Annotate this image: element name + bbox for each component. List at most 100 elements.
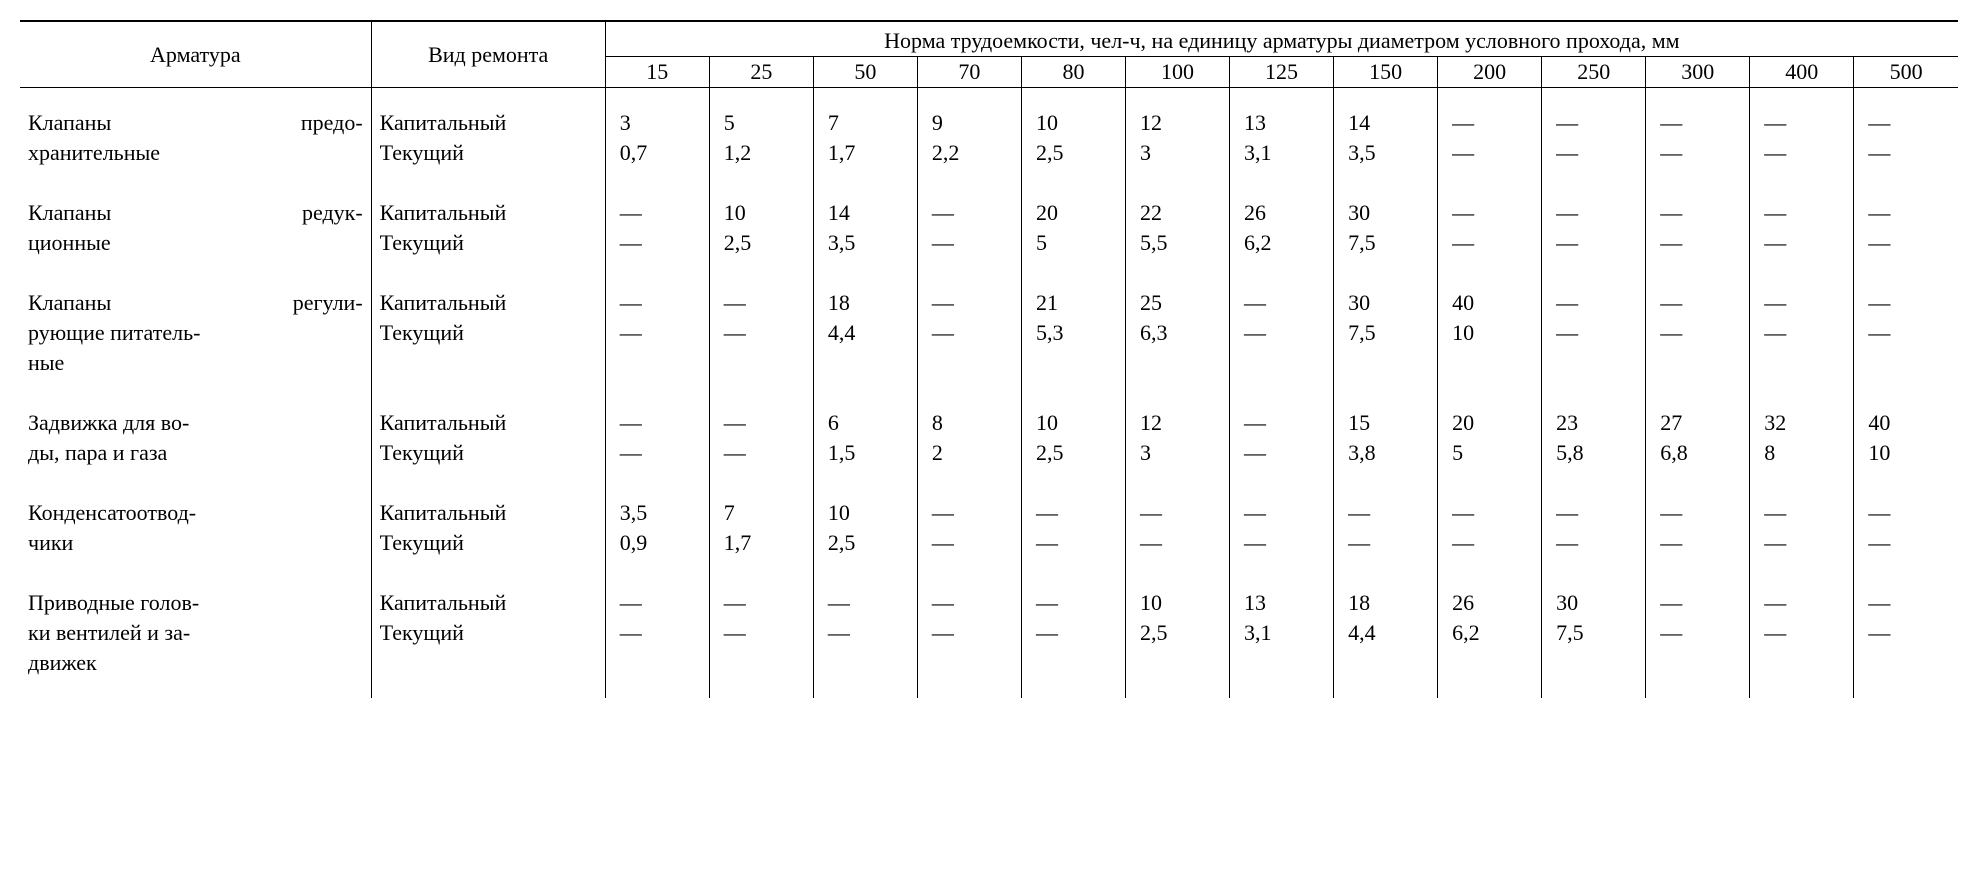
cell-current: 5,5 — [1125, 228, 1229, 258]
cell-empty — [1750, 88, 1854, 109]
cell-current: 2,2 — [917, 138, 1021, 168]
cell-current: — — [917, 228, 1021, 258]
header-norm-title: Норма трудоемкости, чел-ч, на единицу ар… — [605, 21, 1958, 57]
cell-current: 3,8 — [1334, 438, 1438, 468]
table-row: Клапаны редук-Капитальный—1014—20222630—… — [20, 198, 1958, 228]
cell-capital: 10 — [1021, 408, 1125, 438]
cell-empty — [1021, 378, 1125, 408]
cell-current: 1,7 — [813, 138, 917, 168]
cell-current: 10 — [1854, 438, 1958, 468]
cell-current: 5 — [1021, 228, 1125, 258]
cell-current: — — [1854, 528, 1958, 558]
cell-capital: 13 — [1230, 108, 1334, 138]
cell-current: — — [1646, 318, 1750, 348]
cell-empty — [1854, 678, 1958, 698]
cell-capital: 30 — [1334, 288, 1438, 318]
cell-capital: 6 — [813, 408, 917, 438]
cell-capital: 26 — [1438, 588, 1542, 618]
cell-empty — [1021, 348, 1125, 378]
cell-current: 7,5 — [1334, 228, 1438, 258]
cell-current: — — [709, 618, 813, 648]
cell-current: — — [1646, 528, 1750, 558]
cell-current: 0,9 — [605, 528, 709, 558]
cell-empty — [1334, 258, 1438, 288]
cell-current: — — [1542, 528, 1646, 558]
cell-current: — — [1230, 438, 1334, 468]
cell-current: 6,3 — [1125, 318, 1229, 348]
cell-empty — [1334, 88, 1438, 109]
cell-capital: 14 — [1334, 108, 1438, 138]
cell-current: 7,5 — [1542, 618, 1646, 648]
cell-empty — [1334, 678, 1438, 698]
cell-empty — [1021, 678, 1125, 698]
cell-current: — — [1542, 138, 1646, 168]
cell-capital: 10 — [709, 198, 813, 228]
cell-capital: 3,5 — [605, 498, 709, 528]
cell-current: — — [1125, 528, 1229, 558]
cell-capital: — — [709, 588, 813, 618]
cell-current: 10 — [1438, 318, 1542, 348]
header-diameter: 80 — [1021, 57, 1125, 88]
cell-empty — [709, 258, 813, 288]
cell-empty — [917, 378, 1021, 408]
cell-empty — [1021, 648, 1125, 678]
cell-empty — [917, 648, 1021, 678]
cell-capital: 3 — [605, 108, 709, 138]
cell-empty — [1646, 168, 1750, 198]
cell-capital: 40 — [1854, 408, 1958, 438]
header-diameter: 250 — [1542, 57, 1646, 88]
cell-current: 1,5 — [813, 438, 917, 468]
cell-current: — — [709, 318, 813, 348]
cell-current: 4,4 — [813, 318, 917, 348]
cell-current: 3,1 — [1230, 618, 1334, 648]
cell-empty — [813, 378, 917, 408]
cell-empty — [709, 378, 813, 408]
cell-empty — [605, 88, 709, 109]
repair-type-empty — [371, 648, 605, 678]
cell-empty — [1646, 258, 1750, 288]
table-row: рующие питатель-Текущий——4,4—5,36,3—7,51… — [20, 318, 1958, 348]
cell-empty — [709, 558, 813, 588]
table-body: Клапаны предо-Капитальный357910121314———… — [20, 88, 1958, 699]
cell-empty — [605, 168, 709, 198]
header-diameter: 25 — [709, 57, 813, 88]
cell-capital: — — [1646, 288, 1750, 318]
cell-current: 3,5 — [813, 228, 917, 258]
cell-empty — [709, 678, 813, 698]
repair-type: Капитальный — [371, 498, 605, 528]
cell-current: — — [709, 438, 813, 468]
cell-empty — [605, 258, 709, 288]
cell-empty — [1230, 168, 1334, 198]
cell-empty — [813, 558, 917, 588]
cell-current: 1,2 — [709, 138, 813, 168]
armature-name: ционные — [20, 228, 371, 258]
repair-type: Капитальный — [371, 198, 605, 228]
cell-current: 2,5 — [1125, 618, 1229, 648]
cell-capital: — — [1750, 198, 1854, 228]
cell-empty — [1438, 88, 1542, 109]
cell-empty — [1854, 258, 1958, 288]
cell-empty — [1021, 258, 1125, 288]
cell-current: 5,8 — [1542, 438, 1646, 468]
cell-current: 3 — [1125, 138, 1229, 168]
table-row: Конденсатоотвод-Капитальный3,5710———————… — [20, 498, 1958, 528]
cell-capital: 10 — [813, 498, 917, 528]
cell-capital: 22 — [1125, 198, 1229, 228]
armature-name: хранительные — [20, 138, 371, 168]
repair-type-empty — [371, 348, 605, 378]
cell-capital: — — [709, 408, 813, 438]
cell-capital: — — [1542, 498, 1646, 528]
cell-capital: — — [1021, 588, 1125, 618]
cell-empty — [1646, 678, 1750, 698]
cell-capital: — — [605, 588, 709, 618]
cell-empty — [813, 168, 917, 198]
cell-empty — [1854, 88, 1958, 109]
cell-empty — [1021, 168, 1125, 198]
cell-empty — [709, 348, 813, 378]
cell-current: — — [1542, 228, 1646, 258]
cell-current: — — [1646, 138, 1750, 168]
cell-current: 2 — [917, 438, 1021, 468]
cell-capital: — — [813, 588, 917, 618]
cell-current: — — [917, 318, 1021, 348]
cell-empty — [1125, 258, 1229, 288]
